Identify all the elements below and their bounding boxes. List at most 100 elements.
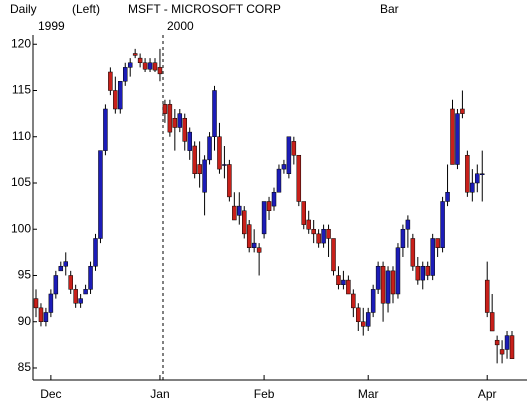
candle-body	[48, 293, 54, 313]
candle-body	[425, 265, 430, 276]
candle-body	[261, 201, 267, 235]
candle-body	[380, 265, 386, 304]
candle-body	[296, 154, 302, 202]
candle-body	[286, 136, 292, 174]
candle-body	[103, 108, 108, 151]
candle-body	[118, 80, 123, 110]
candle-body	[246, 224, 252, 248]
candle-body	[489, 312, 495, 332]
candle-body	[460, 108, 465, 114]
candle-body	[78, 298, 83, 304]
candle-body	[142, 62, 148, 70]
candle-body	[390, 270, 396, 295]
candle-body	[301, 201, 306, 225]
candle-body	[311, 228, 316, 235]
candle-body	[251, 242, 257, 248]
header-label: Bar	[380, 2, 399, 16]
candle-body	[470, 182, 475, 193]
candle-body	[415, 265, 421, 281]
candle-body	[370, 289, 376, 313]
candle-body	[400, 228, 406, 248]
x-tick-label: Jan	[150, 387, 169, 401]
candle-body	[93, 238, 98, 267]
candle-body	[435, 238, 440, 248]
candle-body	[440, 201, 445, 248]
y-tick-label: 95	[18, 268, 32, 282]
candle-body	[385, 270, 391, 304]
candle-body	[430, 238, 435, 276]
candle-body	[306, 219, 311, 230]
header-label: (Left)	[72, 2, 100, 16]
candle-body	[167, 104, 173, 133]
candle-body	[509, 335, 515, 359]
candle-body	[98, 150, 103, 239]
candle-body	[445, 191, 450, 202]
y-tick-label: 85	[18, 360, 32, 374]
candle-body	[227, 164, 232, 198]
candle-body	[43, 312, 49, 322]
x-tick-label: Apr	[478, 387, 497, 401]
candle-body	[494, 339, 500, 346]
candle-body	[212, 90, 217, 137]
y-tick-label: 100	[11, 221, 31, 235]
y-tick-label: 120	[11, 36, 31, 50]
candle-body	[123, 67, 128, 82]
candle-body	[127, 62, 133, 68]
candle-body	[271, 191, 277, 207]
candle-body	[256, 247, 262, 253]
candle-body	[162, 104, 168, 114]
candle-body	[157, 67, 163, 75]
candle-body	[336, 275, 341, 285]
candle-body	[420, 265, 425, 281]
candle-body	[202, 159, 207, 193]
candle-body	[475, 173, 480, 184]
candle-body	[38, 307, 44, 322]
candle-body	[58, 265, 64, 272]
candle-body	[132, 53, 138, 56]
candle-body	[113, 90, 118, 110]
candle-body	[405, 219, 411, 230]
candle-body	[356, 307, 361, 322]
candle-body	[341, 279, 346, 285]
candle-body	[326, 228, 331, 239]
candle-body	[455, 113, 460, 165]
candle-body	[53, 275, 59, 295]
candle-body	[63, 261, 68, 267]
candle-body	[450, 108, 455, 165]
candle-body	[316, 233, 321, 244]
y-tick-label: 110	[12, 129, 31, 143]
candle-body	[237, 205, 242, 216]
candle-body	[410, 238, 416, 267]
candle-body	[217, 136, 222, 170]
candle-body	[321, 228, 326, 244]
y-tick-label: 90	[18, 314, 32, 328]
candle-body	[108, 71, 113, 91]
candle-body	[242, 210, 247, 235]
candle-body	[152, 62, 158, 71]
candle-body	[73, 289, 78, 304]
candle-body	[207, 136, 212, 161]
candle-body	[182, 117, 187, 142]
candle-body	[33, 298, 39, 309]
candle-body	[281, 164, 287, 170]
candle-body	[172, 117, 178, 128]
candle-body	[291, 141, 297, 156]
candle-body	[197, 164, 202, 174]
y-tick-label: 115	[12, 83, 31, 97]
x-tick-label: Feb	[254, 387, 275, 401]
candle-body	[147, 62, 153, 70]
candle-body	[365, 312, 371, 327]
candle-body	[232, 205, 237, 221]
year-label: 2000	[167, 19, 194, 33]
candle-body	[83, 289, 88, 295]
candle-body	[88, 265, 93, 290]
candle-body	[480, 173, 485, 175]
header-label: Daily	[10, 2, 37, 16]
x-tick-label: Dec	[40, 387, 61, 401]
y-tick-label: 105	[11, 175, 31, 189]
year-label: 1999	[38, 19, 65, 33]
candle-body	[395, 247, 401, 295]
candle-body	[375, 265, 381, 290]
candle-body	[484, 279, 490, 313]
